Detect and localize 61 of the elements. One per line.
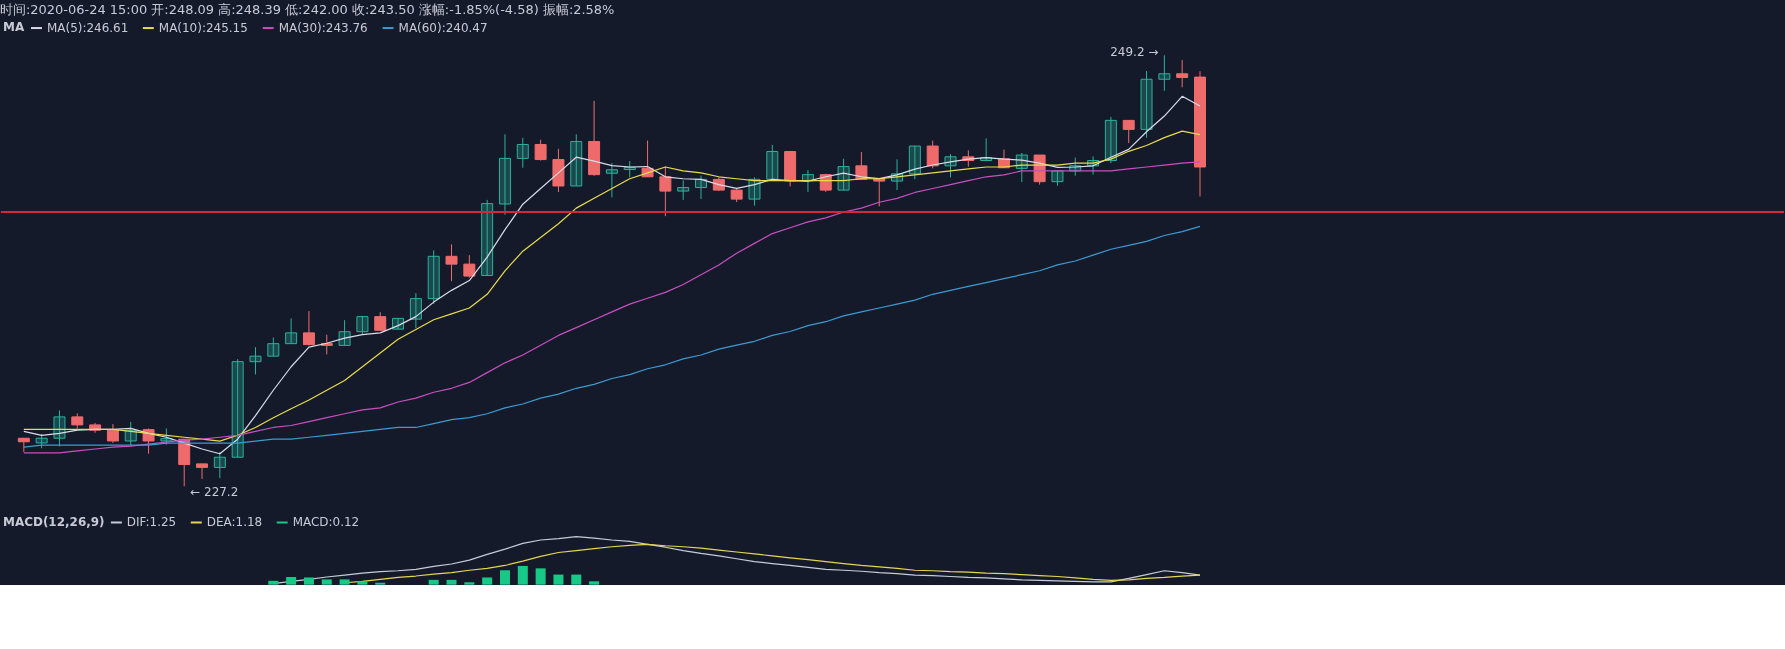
bar [268, 580, 279, 585]
bar [303, 577, 314, 585]
bar [428, 579, 439, 585]
candlestick [356, 315, 369, 336]
candlestick [213, 451, 226, 479]
candlestick [481, 199, 494, 276]
annotation: ← 227.2 [190, 485, 239, 500]
candlestick [374, 311, 387, 332]
bar [589, 581, 600, 585]
candlestick [463, 254, 476, 279]
candlestick [106, 423, 119, 444]
candlestick [231, 358, 244, 458]
legend-label: MA(5):246.61 [46, 21, 129, 36]
bar [321, 579, 332, 585]
bar [339, 579, 350, 585]
candlestick [498, 133, 511, 216]
candlestick [766, 144, 779, 180]
candlestick [926, 140, 939, 169]
bar [464, 582, 475, 585]
candlestick [249, 346, 262, 375]
candlestick [285, 317, 298, 345]
candlestick [1176, 59, 1189, 88]
bar [553, 574, 564, 585]
legend-label: MACD:0.12 [292, 515, 360, 530]
candlestick [196, 463, 209, 480]
bar [517, 565, 528, 585]
bar [535, 568, 546, 585]
candlestick [302, 310, 315, 346]
bar [482, 577, 493, 585]
bar [446, 579, 457, 585]
candlestick [908, 145, 921, 180]
candlestick [570, 133, 583, 187]
annotation: 249.2 → [1110, 45, 1159, 60]
legend-label: MA(10):245.15 [158, 21, 248, 36]
bar [571, 574, 582, 585]
candlestick [338, 319, 351, 346]
candlestick [1122, 119, 1135, 144]
legend-title: MA [3, 20, 25, 35]
candlestick [516, 137, 529, 169]
candlestick [837, 158, 850, 191]
legend-label: DEA:1.18 [206, 515, 263, 530]
candlestick [1158, 54, 1171, 92]
legend-label: DIF:1.25 [126, 515, 177, 530]
candlestick [445, 243, 458, 282]
legend-title: MACD(12,26,9) [3, 514, 105, 529]
candlestick [1104, 116, 1117, 164]
bar [286, 576, 297, 585]
candlestick [427, 249, 440, 305]
candlestick [1140, 70, 1153, 139]
bar [357, 581, 368, 585]
candlestick [659, 166, 672, 217]
candlestick [605, 162, 618, 198]
bar [499, 570, 510, 585]
legend-label: MA(30):243.76 [278, 21, 368, 36]
legend-label: MA(60):240.47 [398, 21, 488, 36]
candlestick [534, 139, 547, 162]
candlestick [267, 337, 280, 357]
candlestick [677, 179, 690, 201]
candlestick [1051, 170, 1064, 187]
chart-title: 时间:2020-06-24 15:00 开:248.09 高:248.39 低:242.00 收:243.50 涨幅:-1.85%(-4.58) 振幅:2.58% [0, 2, 615, 18]
candlestick [409, 292, 422, 329]
